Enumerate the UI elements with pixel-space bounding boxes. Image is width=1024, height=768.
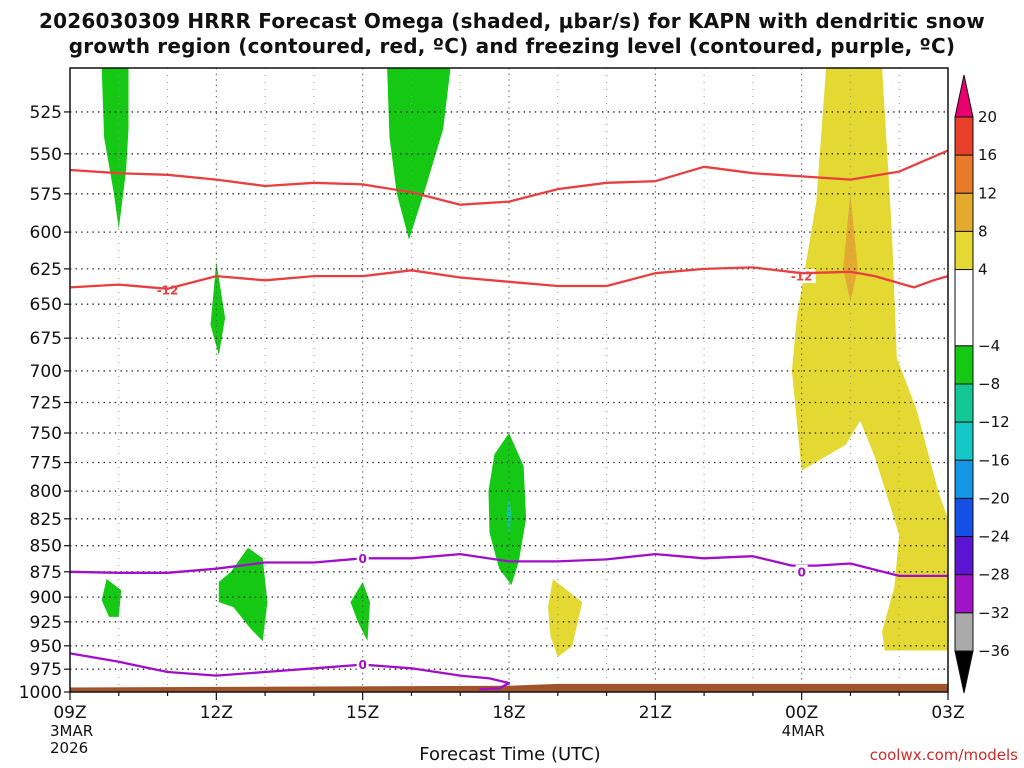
x-tick-label-09Z: 09Z <box>53 703 86 723</box>
colorbar-bin-9 <box>954 459 974 499</box>
y-tick-label-825: 825 <box>30 510 62 530</box>
colorbar-tick--28: −28 <box>978 566 1010 584</box>
y-axis: 525 550 575 600 625 650 675 700 725 750 775 800 825 8… <box>19 103 70 703</box>
x-tick-label-18Z: 18Z <box>492 703 525 723</box>
y-tick-label-925: 925 <box>30 613 62 633</box>
omega-region-4 <box>218 547 268 642</box>
contour-label-bg-3-0 <box>356 657 369 672</box>
contour-label-bg-2-0 <box>356 551 369 566</box>
y-tick-label-550: 550 <box>30 145 62 165</box>
y-tick-label-900: 900 <box>30 588 62 608</box>
x-tick-label-15Z: 15Z <box>346 703 379 723</box>
colorbar-tick--4: −4 <box>978 337 1000 355</box>
grid-lines <box>70 68 948 692</box>
terrain-fill <box>70 683 948 692</box>
omega-region-5 <box>350 582 370 642</box>
x-tick-sublabel-09Z-0: 3MAR <box>50 722 93 740</box>
y-tick-label-1000: 1000 <box>19 683 62 703</box>
credit-link[interactable]: coolwx.com/models <box>869 746 1018 764</box>
colorbar-bin-11 <box>954 536 974 576</box>
colorbar-bin-5 <box>954 269 974 347</box>
contour-label-bg-2-1 <box>795 564 808 579</box>
y-tick-label-525: 525 <box>30 103 62 123</box>
colorbar-bin-13 <box>954 612 974 652</box>
colorbar-bin-8 <box>954 421 974 461</box>
x-tick-sublabel-00Z-0: 4MAR <box>782 722 825 740</box>
colorbar-tick--16: −16 <box>978 451 1010 469</box>
y-tick-label-650: 650 <box>30 295 62 315</box>
colorbar-min-arrow <box>954 650 974 694</box>
contour-line-0 <box>69 149 949 206</box>
contour-label-2-0: 0 <box>358 552 366 566</box>
colorbar-tick-20: 20 <box>978 108 997 126</box>
terrain-layer <box>70 683 948 692</box>
y-tick-label-725: 725 <box>30 393 62 413</box>
colorbar: 20 16 12 8 4 −4 −8 −12 −16 −20 −24 −28 −32 −36 <box>954 74 1010 694</box>
omega-region-3 <box>101 579 122 617</box>
colorbar-bin-3 <box>954 192 974 232</box>
y-tick-label-750: 750 <box>30 424 62 444</box>
y-tick-label-950: 950 <box>30 637 62 657</box>
colorbar-tick-16: 16 <box>978 146 997 164</box>
plot-area <box>70 68 948 692</box>
omega-region-2 <box>210 261 226 356</box>
contour-line-1 <box>69 266 949 290</box>
x-tick-sublabel-09Z-1: 2026 <box>50 739 88 757</box>
y-tick-label-850: 850 <box>30 537 62 557</box>
x-tick-label-03Z: 03Z <box>931 703 964 723</box>
colorbar-bin-10 <box>954 497 974 538</box>
contour-label-3-0: 0 <box>358 658 366 672</box>
colorbar-tick--36: −36 <box>978 642 1010 660</box>
y-tick-label-700: 700 <box>30 362 62 382</box>
colorbar-tick-4: 4 <box>978 261 988 279</box>
omega-region-1 <box>387 68 451 240</box>
colorbar-bin-1 <box>954 116 974 156</box>
y-tick-label-675: 675 <box>30 329 62 349</box>
colorbar-bin-6 <box>954 345 974 385</box>
x-tick-label-21Z: 21Z <box>639 703 672 723</box>
colorbar-bin-7 <box>954 383 974 423</box>
y-tick-label-875: 875 <box>30 563 62 583</box>
x-axis-label: Forecast Time (UTC) <box>419 744 601 765</box>
x-tick-label-12Z: 12Z <box>200 703 233 723</box>
y-tick-label-600: 600 <box>30 223 62 243</box>
colorbar-bin-12 <box>954 574 974 614</box>
y-tick-label-975: 975 <box>30 660 62 680</box>
omega-region-8 <box>548 579 583 658</box>
contour-line-2 <box>69 552 948 578</box>
colorbar-bin-4 <box>954 230 974 271</box>
chart-title-line-1: 2026030309 HRRR Forecast Omega (shaded, … <box>39 9 985 33</box>
omega-region-0 <box>101 68 129 230</box>
y-tick-label-800: 800 <box>30 482 62 502</box>
colorbar-tick--8: −8 <box>978 375 1000 393</box>
chart-title-line-2: growth region (contoured, red, ºC) and f… <box>68 34 956 58</box>
colorbar-tick-12: 12 <box>978 184 997 202</box>
colorbar-tick--24: −24 <box>978 528 1010 546</box>
omega-region-9 <box>791 68 948 651</box>
y-tick-label-625: 625 <box>30 260 62 280</box>
colorbar-tick--20: −20 <box>978 489 1010 507</box>
y-tick-label-775: 775 <box>30 454 62 474</box>
x-tick-label-00Z: 00Z <box>785 703 818 723</box>
colorbar-bin-2 <box>954 154 974 194</box>
colorbar-tick-8: 8 <box>978 222 988 240</box>
contour-label-2-1: 0 <box>797 565 805 579</box>
colorbar-tick--12: −12 <box>978 413 1010 431</box>
colorbar-tick--32: −32 <box>978 604 1010 622</box>
y-tick-label-575: 575 <box>30 185 62 205</box>
colorbar-max-arrow <box>954 74 974 118</box>
omega-region-10 <box>843 193 858 302</box>
